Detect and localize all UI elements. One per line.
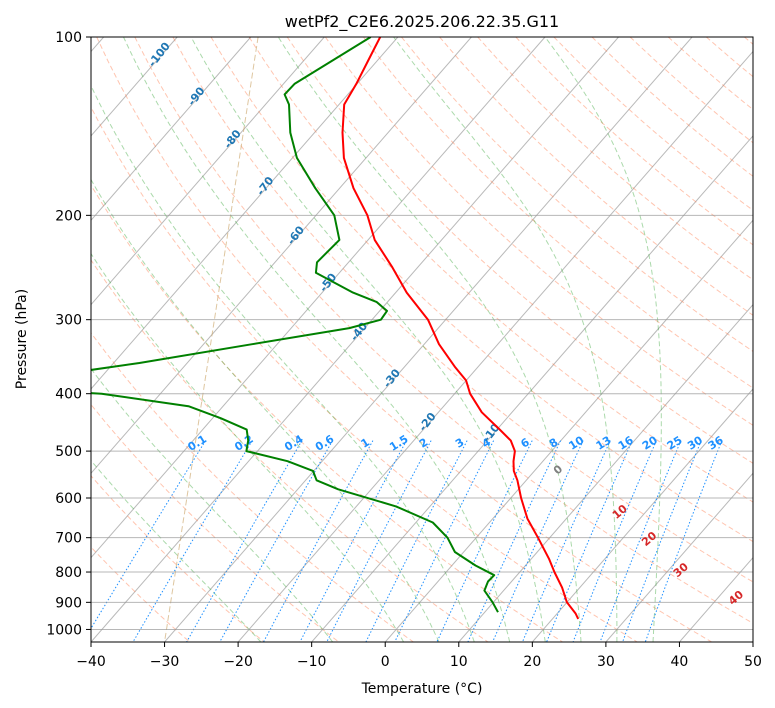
dry-adiabat-line — [439, 37, 753, 316]
y-tick-label: 500 — [55, 444, 82, 460]
x-tick-label: −30 — [150, 654, 180, 670]
dewpoint-profile-line — [91, 37, 499, 613]
dry-adiabat-line — [134, 37, 753, 624]
mixing-ratio-line — [622, 440, 702, 642]
x-tick-label: −20 — [223, 654, 253, 670]
moist-adiabat-line — [91, 84, 475, 642]
dry-adiabat-line — [363, 37, 753, 389]
dry-adiabat-line — [286, 37, 753, 464]
mixing-ratio-lines — [91, 440, 723, 642]
y-tick-label: 800 — [55, 565, 82, 581]
mixing-ratio-line — [394, 440, 495, 642]
x-tick-label: −40 — [76, 654, 106, 670]
mixing-ratio-line — [572, 440, 657, 642]
dry-adiabat-line — [96, 37, 713, 642]
y-tick-label: 400 — [55, 387, 82, 403]
ice-saturation-line — [164, 37, 259, 642]
plot-frame — [90, 36, 754, 643]
isotherm-line — [91, 37, 472, 475]
dry-adiabat-line — [401, 37, 753, 352]
isotherm-line — [458, 303, 753, 642]
isotherm-line — [311, 135, 753, 642]
moist-adiabat-lines — [91, 37, 662, 642]
dry-adiabat-line — [210, 37, 753, 543]
isotherm-line — [164, 37, 693, 642]
x-tick-label: −10 — [297, 654, 327, 670]
x-tick-label: 0 — [381, 654, 390, 670]
y-tick-label: 100 — [55, 30, 82, 46]
isotherm-line — [237, 50, 753, 642]
mixing-ratio-line — [546, 440, 633, 642]
dry-adiabat-line — [172, 37, 753, 583]
moist-adiabat-line — [544, 37, 662, 642]
x-axis-ticks: −40 −30 −20 −10 0 10 20 30 40 50 — [76, 642, 762, 670]
mixing-ratio-line — [91, 440, 207, 630]
mixing-ratio-line — [263, 440, 374, 642]
x-tick-label: 50 — [744, 654, 762, 670]
y-tick-label: 600 — [55, 491, 82, 507]
plot-area: 0.1 0.2 0.4 0.6 1 1.5 2 3 4 6 8 10 13 16 20 25 30 36-100-… — [91, 37, 753, 642]
dry-adiabat-line — [248, 37, 753, 503]
mixing-ratio-line — [599, 440, 682, 642]
y-tick-label: 700 — [55, 531, 82, 547]
dry-adiabat-line — [91, 259, 489, 642]
isotherm-line — [605, 472, 753, 642]
y-axis-ticks: 100 200 300 400 500 600 700 800 900 1000 — [46, 30, 91, 638]
mixing-ratio-line — [436, 440, 533, 642]
mixing-ratio-line — [186, 440, 303, 642]
ice-saturation-curve — [91, 37, 259, 642]
mixing-ratio-line — [219, 440, 334, 642]
moist-adiabat-line — [91, 178, 440, 642]
y-axis-label: Pressure (hPa) — [14, 289, 30, 389]
isotherm-line — [91, 37, 252, 221]
chart-title: wetPf2_C2E6.2025.206.22.35.G11 — [285, 12, 559, 32]
profile-series — [91, 37, 580, 620]
moist-adiabat-line — [91, 459, 262, 642]
isotherm-line — [91, 37, 399, 390]
y-tick-label: 900 — [55, 595, 82, 611]
moist-adiabat-line — [190, 37, 546, 642]
y-tick-label: 1000 — [46, 622, 82, 638]
dry-adiabat-line — [91, 475, 265, 642]
isotherm-line — [384, 219, 753, 642]
pressure-gridlines — [91, 37, 753, 630]
mixing-ratio-line — [299, 440, 407, 642]
x-tick-label: 20 — [523, 654, 541, 670]
mixing-ratio-line — [644, 440, 723, 642]
moist-adiabat-line — [123, 37, 511, 642]
moist-adiabat-line — [91, 252, 405, 642]
temperature-profile-line — [341, 37, 580, 620]
dry-adiabat-line — [91, 403, 340, 642]
mixing-ratio-line — [326, 440, 432, 642]
dry-adiabat-line — [324, 37, 753, 426]
x-tick-label: 30 — [597, 654, 615, 670]
x-tick-label: 40 — [671, 654, 689, 670]
isotherm-line — [91, 37, 619, 642]
moist-adiabat-line — [91, 367, 334, 642]
dry-adiabat-line — [91, 546, 191, 642]
x-axis-label: Temperature (°C) — [361, 681, 483, 697]
isotherm-line — [531, 388, 753, 642]
dry-adiabat-line — [91, 106, 638, 642]
moist-adiabat-line — [277, 37, 582, 642]
dry-adiabat-lines — [91, 37, 753, 642]
x-tick-label: 10 — [450, 654, 468, 670]
isotherm-line — [91, 37, 325, 306]
mixing-ratio-line — [522, 440, 611, 642]
dry-adiabat-line — [91, 331, 414, 642]
y-tick-label: 200 — [55, 208, 82, 224]
y-tick-label: 300 — [55, 313, 82, 329]
